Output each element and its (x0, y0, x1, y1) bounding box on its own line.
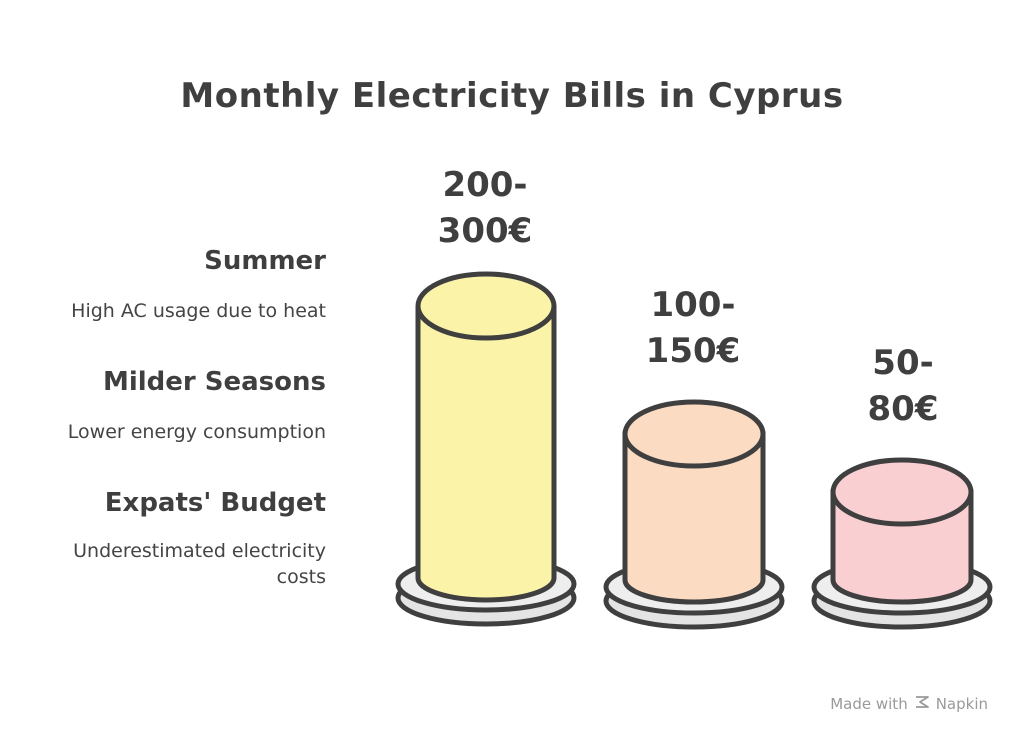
milder-seasons-heading: Milder Seasons (102, 367, 326, 397)
made-with-text: Made with (830, 695, 908, 713)
milder-value-label: 100- 150€ (628, 282, 758, 374)
napkin-logo-icon (914, 694, 930, 714)
expats-value-label: 50- 80€ (838, 340, 968, 432)
expats-budget-description-line1: Underestimated electricity (73, 540, 326, 562)
summer-cylinder (395, 271, 577, 627)
summer-heading: Summer (204, 246, 326, 276)
expats-budget-block: Expats' Budget Underestimated electricit… (73, 488, 326, 590)
expats-budget-description-line2: costs (276, 566, 326, 588)
summer-value-label: 200- 300€ (420, 162, 550, 254)
expats-budget-cylinder (811, 457, 993, 630)
summer-block: Summer High AC usage due to heat (71, 246, 326, 324)
summer-description: High AC usage due to heat (71, 300, 326, 322)
expats-value-line2: 80€ (867, 389, 939, 429)
napkin-brand-text: Napkin (935, 695, 988, 713)
milder-seasons-description: Lower energy consumption (67, 421, 326, 443)
summer-value-line1: 200- (442, 165, 528, 205)
made-with-napkin-footer[interactable]: Made with Napkin (830, 694, 988, 714)
expats-budget-heading: Expats' Budget (104, 488, 326, 518)
milder-seasons-cylinder (603, 399, 785, 630)
milder-value-line2: 150€ (645, 331, 741, 371)
milder-seasons-block: Milder Seasons Lower energy consumption (68, 367, 326, 445)
diagram-title: Monthly Electricity Bills in Cyprus (180, 76, 844, 116)
expats-budget-description: Underestimated electricity costs (73, 538, 326, 590)
milder-value-line1: 100- (650, 285, 736, 325)
summer-value-line2: 300€ (437, 211, 533, 251)
expats-value-line1: 50- (872, 343, 934, 383)
